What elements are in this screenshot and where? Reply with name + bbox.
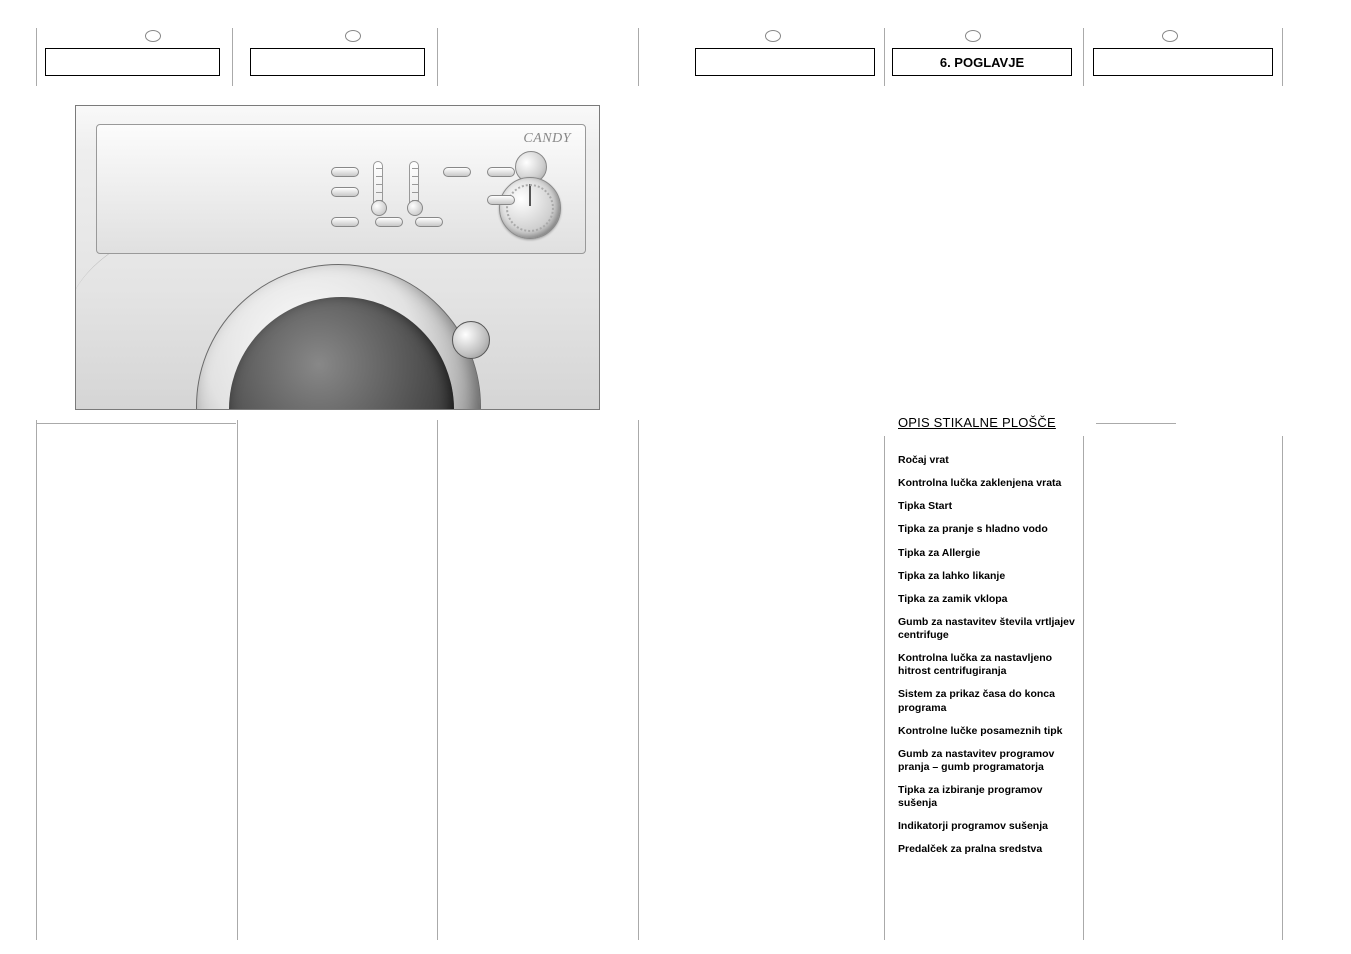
control-label: Indikatorji programov sušenja — [898, 820, 1076, 833]
chapter-box-active: 6. POGLAVJE — [892, 48, 1072, 76]
control-label: Gumb za nastavitev števila vrtljajev cen… — [898, 616, 1076, 642]
control-label: Kontrolne lučke posameznih tipk — [898, 725, 1076, 738]
column-rule — [1282, 28, 1283, 86]
button-icon — [375, 217, 403, 227]
control-label: Ročaj vrat — [898, 454, 1076, 467]
binder-hole — [965, 30, 981, 42]
column-rule — [1083, 28, 1084, 86]
control-label: Kontrolna lučka zaklenjena vrata — [898, 477, 1076, 490]
door-handle — [452, 321, 490, 359]
hr — [36, 423, 236, 424]
binder-hole — [145, 30, 161, 42]
machine-illustration: CANDY — [75, 105, 600, 410]
button-icon — [487, 195, 515, 205]
button-icon — [331, 217, 359, 227]
control-label: Tipka za izbiranje programov sušenja — [898, 784, 1076, 810]
button-icon — [443, 167, 471, 177]
column-rule — [36, 28, 37, 86]
column-rule — [437, 420, 438, 940]
brand-label: CANDY — [523, 131, 571, 147]
control-panel: CANDY — [96, 124, 586, 254]
control-label: Tipka Start — [898, 500, 1076, 513]
control-label: Kontrolna lučka za nastavljeno hitrost c… — [898, 652, 1076, 678]
control-label: Tipka za zamik vklopa — [898, 593, 1076, 606]
column-rule — [1083, 436, 1084, 940]
door-glass — [229, 297, 454, 410]
control-label: Tipka za lahko likanje — [898, 570, 1076, 583]
control-label: Predalček za pralna sredstva — [898, 843, 1076, 856]
chapter-box — [1093, 48, 1273, 76]
binder-hole — [345, 30, 361, 42]
column-rule — [232, 28, 233, 86]
button-icon — [331, 167, 359, 177]
chapter-box — [45, 48, 220, 76]
chapter-box — [695, 48, 875, 76]
column-rule — [638, 28, 639, 86]
control-label: Sistem za prikaz časa do konca programa — [898, 688, 1076, 714]
page: 6. POGLAVJE CANDY OPIS STIKALNE PLOŠČE R… — [0, 0, 1351, 954]
column-rule — [36, 420, 37, 940]
column-rule — [884, 436, 885, 940]
button-icon — [331, 187, 359, 197]
program-dial — [499, 177, 561, 239]
column-rule — [237, 420, 238, 940]
column-rule — [1282, 436, 1283, 940]
button-icon — [487, 167, 515, 177]
control-label: Gumb za nastavitev programov pranja – gu… — [898, 748, 1076, 774]
column-rule — [884, 28, 885, 86]
hr — [1096, 423, 1176, 424]
description-column: OPIS STIKALNE PLOŠČE Ročaj vrat Kontrolna… — [898, 415, 1076, 867]
control-label: Tipka za Allergie — [898, 547, 1076, 560]
chapter-box — [250, 48, 425, 76]
binder-hole — [1162, 30, 1178, 42]
column-rule — [638, 420, 639, 940]
control-label: Tipka za pranje s hladno vodo — [898, 523, 1076, 536]
button-icon — [415, 217, 443, 227]
section-heading: OPIS STIKALNE PLOŠČE — [898, 415, 1076, 430]
column-rule — [437, 28, 438, 86]
indicator-column-icon — [409, 161, 419, 211]
binder-hole — [765, 30, 781, 42]
indicator-column-icon — [373, 161, 383, 211]
